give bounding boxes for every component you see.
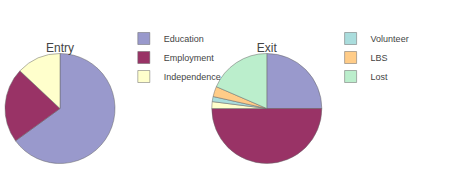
svg-text:Entry: Entry bbox=[46, 41, 74, 55]
svg-text:Independence: Independence bbox=[164, 72, 221, 82]
svg-text:Exit: Exit bbox=[257, 41, 278, 55]
svg-text:Education: Education bbox=[164, 34, 204, 44]
svg-text:Lost: Lost bbox=[371, 72, 389, 82]
svg-text:Employment: Employment bbox=[164, 53, 215, 63]
svg-text:LBS: LBS bbox=[371, 53, 388, 63]
svg-text:Volunteer: Volunteer bbox=[371, 34, 409, 44]
